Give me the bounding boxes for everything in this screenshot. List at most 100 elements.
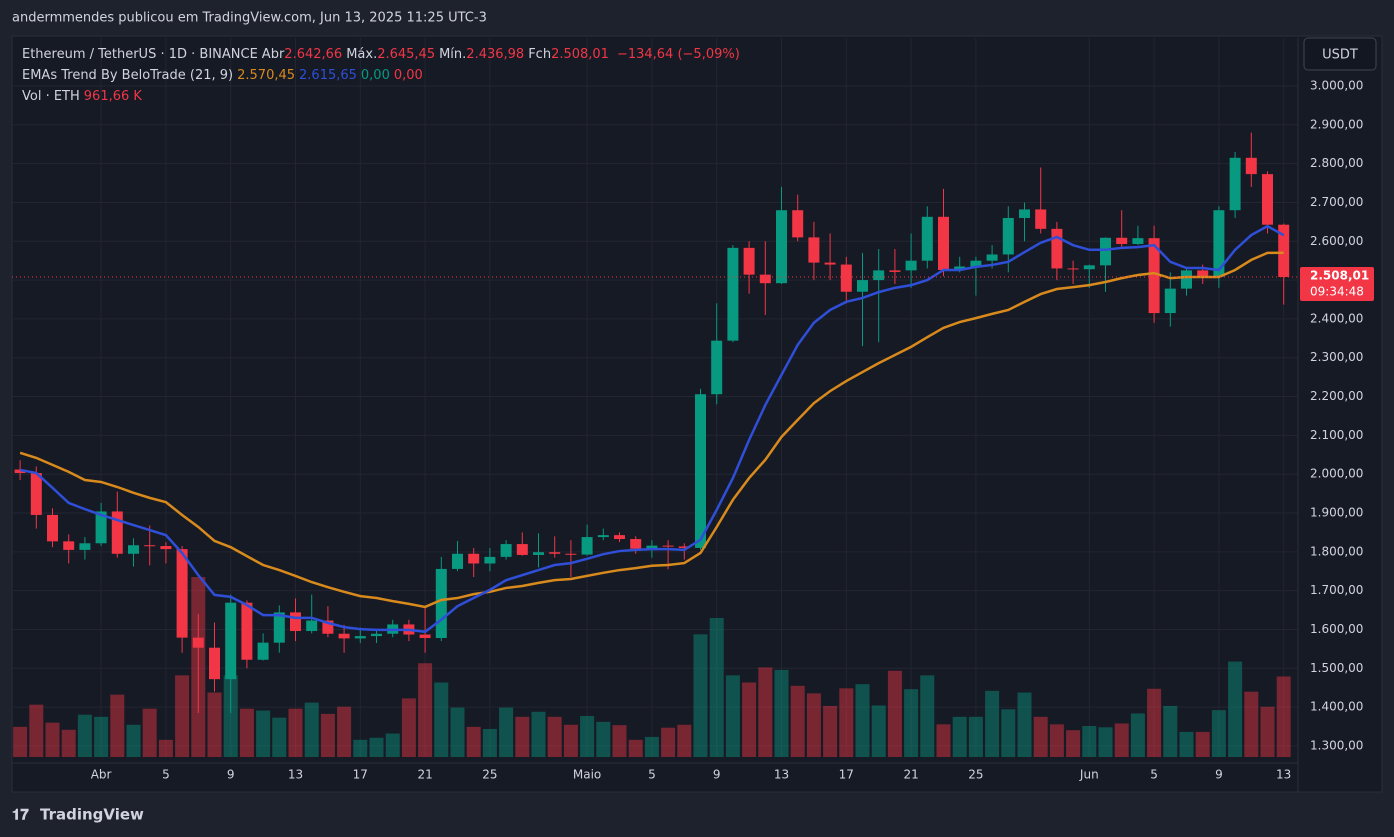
- y-tick-label: 2.800,00: [1310, 156, 1363, 170]
- candle-body: [452, 553, 463, 569]
- volume-bar: [936, 724, 951, 757]
- volume-bar: [1001, 709, 1016, 757]
- volume-bar: [677, 724, 692, 757]
- symbol: Ethereum / TetherUS · 1D · BINANCE: [22, 47, 258, 62]
- volume-bar: [644, 736, 659, 757]
- currency-label[interactable]: USDT: [1322, 48, 1358, 63]
- y-tick-label: 1.300,00: [1310, 738, 1363, 752]
- volume-bar: [256, 710, 271, 757]
- candle-body: [565, 553, 577, 555]
- candle-body: [1051, 228, 1063, 269]
- y-tick-label: 1.400,00: [1310, 700, 1363, 714]
- volume-bar: [1082, 726, 1097, 757]
- volume-bar: [1179, 731, 1194, 757]
- legend-value: 2.645,45: [377, 47, 436, 62]
- volume-bar: [142, 708, 157, 757]
- volume-bar: [369, 737, 384, 757]
- volume-bar: [207, 692, 222, 757]
- volume-bar: [1211, 710, 1226, 757]
- volume-bar: [1114, 723, 1129, 757]
- y-tick-label: 2.200,00: [1310, 389, 1363, 403]
- volume-bar: [288, 708, 303, 757]
- candle-body: [1262, 174, 1273, 225]
- candle-body: [1100, 237, 1111, 266]
- candle-body: [938, 216, 949, 270]
- y-tick-label: 1.800,00: [1310, 544, 1363, 558]
- candle-body: [468, 553, 480, 564]
- ema-value: 2.615,65: [299, 68, 357, 83]
- volume-bar: [904, 689, 919, 757]
- ema-extra: 0,00: [393, 68, 423, 83]
- candle-body: [1116, 237, 1128, 244]
- x-tick-label: Jun: [1079, 768, 1099, 782]
- volume-bar: [304, 702, 319, 757]
- candle-body: [808, 237, 820, 263]
- volume-bar: [790, 685, 805, 757]
- ema-extra: 0,00: [360, 68, 390, 83]
- legend-row: EMAs Trend By BeloTrade (21, 9) 2.570,45 2…: [22, 65, 744, 86]
- legend-label: Fch: [528, 47, 552, 62]
- x-tick-label: 13: [288, 768, 303, 782]
- volume-bar: [239, 708, 254, 757]
- candle-body: [144, 545, 156, 547]
- candle-body: [1245, 157, 1257, 175]
- volume-bar: [1244, 691, 1259, 757]
- legend-label: Mín.: [439, 47, 467, 62]
- ema-line: [19, 251, 1284, 609]
- volume-bar: [45, 722, 60, 757]
- y-tick-label: 2.700,00: [1310, 195, 1363, 209]
- ema-line: [19, 224, 1285, 634]
- candle-body: [549, 552, 561, 554]
- legend-row: Ethereum / TetherUS · 1D · BINANCE Abr2.6…: [22, 44, 744, 65]
- volume-bar: [1260, 706, 1275, 757]
- candle-body: [727, 247, 739, 341]
- candle-body: [840, 264, 852, 292]
- candle-body: [1132, 238, 1144, 244]
- change: −134,64 (−5,09%): [616, 47, 740, 62]
- x-tick-label: 5: [1150, 768, 1158, 782]
- candle-body: [273, 612, 285, 643]
- candle-body: [630, 539, 642, 549]
- candle-body: [662, 545, 674, 547]
- volume-bar: [1049, 724, 1064, 757]
- candle-body: [111, 511, 123, 554]
- volume-bar: [61, 729, 76, 757]
- candle-body: [646, 545, 658, 549]
- candle-body: [970, 260, 982, 267]
- volume-bar: [434, 682, 449, 757]
- currency-button[interactable]: [1303, 37, 1377, 71]
- volume-bar: [709, 618, 724, 757]
- candle-body: [30, 473, 42, 515]
- volume-bar: [1130, 713, 1145, 757]
- volume-bar: [110, 694, 125, 757]
- volume-bar: [272, 717, 287, 757]
- last-price-box: [1300, 266, 1374, 301]
- candle-body: [1002, 217, 1014, 255]
- volume-name: Vol · ETH: [22, 89, 80, 104]
- indicator-name: EMAs Trend By BeloTrade (21, 9): [22, 68, 234, 83]
- volume-bar: [1228, 661, 1243, 757]
- volume-bar: [1163, 705, 1178, 757]
- volume-bar: [223, 675, 238, 757]
- y-tick-label: 2.600,00: [1310, 234, 1363, 248]
- y-tick-label: 1.900,00: [1310, 506, 1363, 520]
- y-tick-label: 1.600,00: [1310, 622, 1363, 636]
- candle-body: [986, 254, 998, 261]
- candle-body: [776, 210, 787, 284]
- candle-body: [500, 544, 512, 557]
- candle-body: [1083, 265, 1095, 270]
- x-tick-label: 13: [1276, 768, 1291, 782]
- volume-bar: [499, 707, 514, 757]
- volume-bar: [596, 721, 611, 757]
- candle-body: [371, 633, 382, 637]
- candle-body: [824, 262, 836, 265]
- candle-body: [581, 537, 593, 555]
- y-tick-label: 1.500,00: [1310, 661, 1363, 675]
- volume-bar: [94, 716, 109, 757]
- y-tick-label: 2.400,00: [1310, 311, 1363, 325]
- footer-logo: 𝟏𝟕: [12, 806, 29, 824]
- candle-body: [79, 543, 91, 550]
- volume-bar: [887, 670, 902, 757]
- candle-body: [176, 549, 188, 638]
- candle-body: [14, 469, 26, 474]
